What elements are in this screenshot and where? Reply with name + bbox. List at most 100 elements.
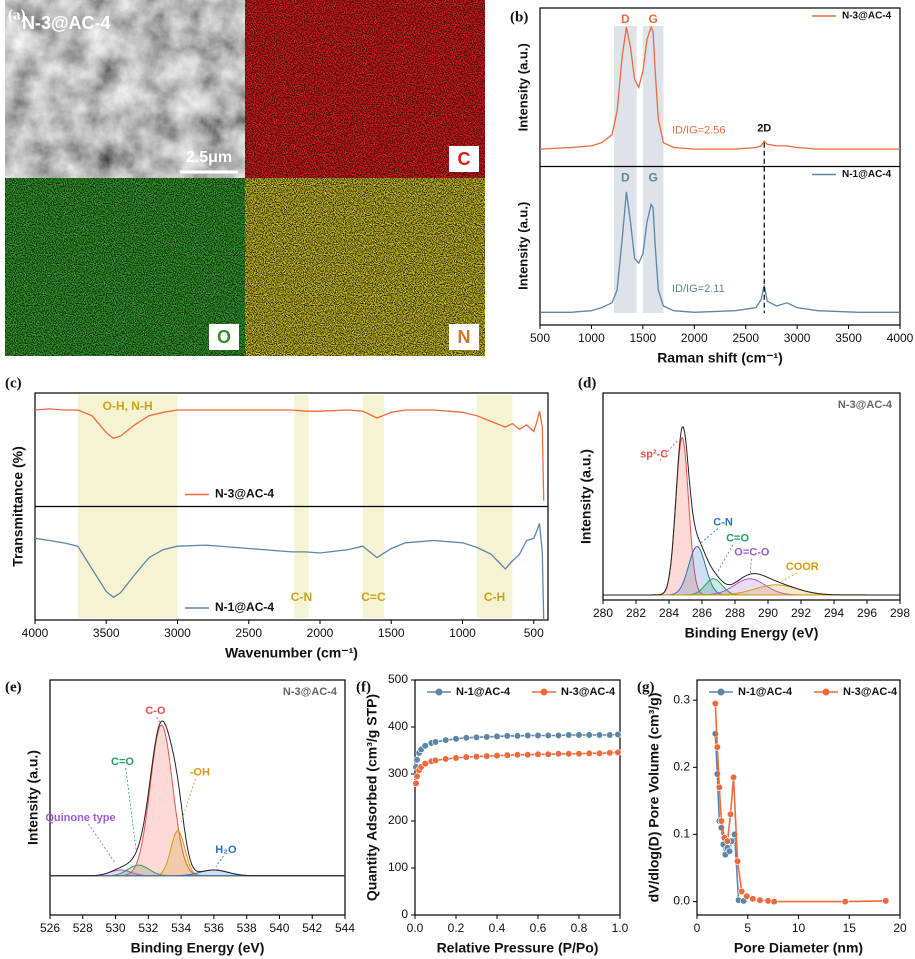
y-tick-label: 500 [388,672,408,686]
data-point [524,751,532,759]
y-axis-label: Transmittance (%) [10,446,26,567]
data-point [733,857,742,865]
data-point [524,731,532,740]
x-tick-label: 532 [138,921,158,935]
x-tick-label: 2500 [235,626,262,640]
x-tick-label: 528 [73,921,93,935]
component-label: sp²-C [640,448,668,460]
panel-label: (g) [637,679,655,695]
band-label: C=C [361,590,386,604]
label-pointer [700,528,719,544]
data-point [493,752,501,760]
data-point [614,730,622,739]
y-axis-label: Intensity (a.u.) [578,449,594,544]
reference-label: 2D [757,122,771,134]
x-tick-label: 284 [659,606,679,620]
data-point [713,743,721,751]
x-tick-label: 0.2 [448,921,465,935]
label-pointer [659,439,679,461]
data-point [503,732,511,740]
fitted-component [603,436,900,596]
sem-image [5,0,245,178]
data-point [614,748,622,756]
label-pointer [88,823,115,863]
panel-label: (d) [578,375,596,391]
spectrum-line [34,408,545,501]
component-label: O=C-O [734,547,770,559]
peak-label: G [648,171,657,185]
data-point [841,897,849,906]
data-point [442,755,450,763]
x-tick-label: 536 [204,921,224,935]
plot-frame [414,679,621,916]
spectrum-line [540,191,900,313]
data-point [452,735,460,743]
element-map [245,178,485,356]
x-axis-label: Relative Pressure (P/Po) [437,940,599,956]
data-point [431,738,440,746]
data-point [756,896,764,904]
highlight-band [614,26,637,313]
panel-label: (c) [5,375,22,391]
element-label-box [209,324,239,350]
x-tick-label: 2000 [307,626,334,640]
component-label: -OH [190,767,210,779]
data-point [462,753,470,761]
x-tick-label: 292 [791,606,811,620]
fitted-component [50,830,345,877]
component-label: C=O [726,533,749,545]
sample-tag: N-3@AC-4 [838,399,893,411]
x-axis-label: Wavenumber (cm⁻¹) [225,645,358,661]
x-tick-label: 544 [335,921,355,935]
x-tick-label: 534 [171,921,191,935]
component-label: H₂O [215,844,237,856]
x-tick-label: 500 [530,331,550,345]
y-axis-label: Intensity (a.u.) [25,750,41,845]
legend-marker [540,688,548,696]
x-tick-label: 1500 [378,626,405,640]
data-point [544,731,552,740]
element-map [5,178,245,356]
data-point [764,897,772,905]
series-line [714,703,886,903]
element-label: N [458,327,471,347]
legend-label: N-3@AC-4 [842,11,892,22]
label-pointer [215,855,224,868]
data-point [749,895,757,903]
legend-label: N-1@AC-4 [738,686,793,698]
x-tick-label: 2000 [681,331,708,345]
x-tick-label: 286 [692,606,712,620]
legend-label: N-3@AC-4 [843,686,898,698]
element-label-box [449,146,479,172]
y-axis-label: dV/dlog(D) Pore Volume (cm³/g) [646,693,662,903]
x-tick-label: 0 [694,921,701,935]
x-axis-label: Binding Energy (eV) [131,940,265,956]
legend-label: N-1@AC-4 [215,600,274,614]
y-axis-label: Intensity (a.u.) [515,43,530,131]
label-pointer [156,716,161,724]
legend-label: N-3@AC-4 [215,487,274,501]
y-axis-label: Quantity Adsorbed (cm³/g STP) [364,694,380,901]
data-point [717,817,725,825]
x-tick-label: 298 [890,606,910,620]
x-axis-label: Pore Diameter (nm) [734,940,863,956]
component-label: C-O [145,705,166,717]
data-point [713,770,721,778]
data-point [462,734,470,742]
data-point [431,756,440,764]
y-tick-label: 200 [388,813,408,827]
legend-marker [435,688,443,696]
sample-tag: N-3@AC-4 [283,686,338,698]
peak-label: D [621,12,630,26]
fit-envelope [50,720,345,877]
x-tick-label: 280 [593,606,613,620]
x-tick-label: 1000 [449,626,476,640]
x-tick-label: 3000 [164,626,191,640]
x-tick-label: 540 [269,921,289,935]
y-axis-label: Intensity (a.u.) [515,202,530,290]
data-point [743,892,751,900]
x-tick-label: 20 [893,921,907,935]
label-pointer [779,572,798,583]
x-axis-label: Raman shift (cm⁻¹) [657,350,783,366]
